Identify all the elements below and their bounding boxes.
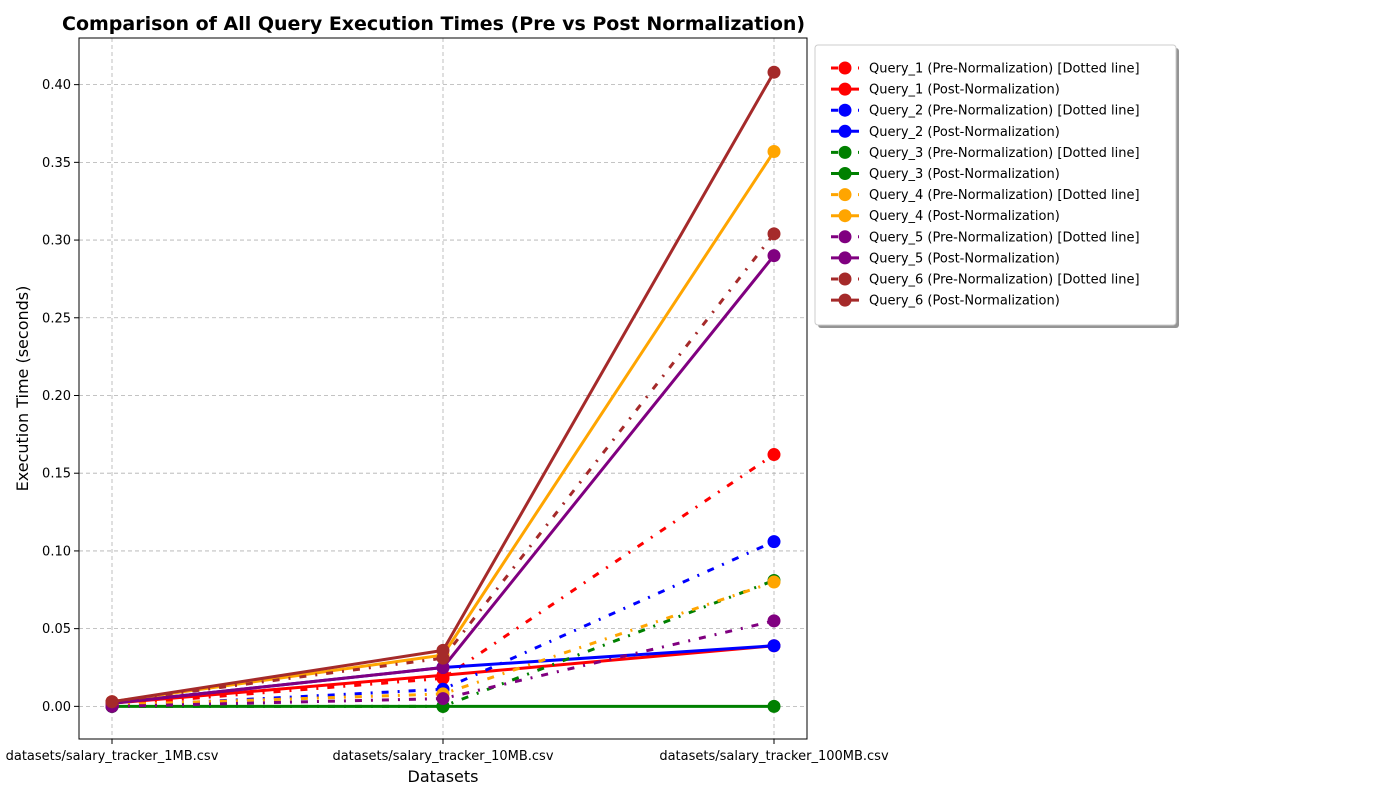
ticks-layer: 0.00 0.05 0.10 0.15 0.20 0.25 0.30 0.35 0.40 data… — [6, 78, 889, 764]
legend-label: Query_5 (Pre-Normalization) [Dotted line… — [869, 230, 1140, 245]
legend-item: Query_4 (Post-Normalization) — [831, 209, 1060, 224]
legend-marker — [838, 272, 852, 286]
legend-label: Query_4 (Pre-Normalization) [Dotted line… — [869, 188, 1140, 203]
series-line — [111, 619, 775, 708]
legend-item: Query_2 (Pre-Normalization) [Dotted line… — [831, 103, 1140, 119]
series-layer — [105, 65, 781, 713]
legend-label: Query_6 (Pre-Normalization) [Dotted line… — [869, 273, 1140, 288]
legend-item: Query_2 (Post-Normalization) — [831, 124, 1060, 140]
chart-title: Comparison of All Query Execution Times … — [62, 13, 805, 35]
x-axis-label: Datasets — [408, 767, 479, 786]
data-point — [767, 249, 781, 263]
legend: Query_1 (Pre-Normalization) [Dotted line… — [814, 44, 1179, 328]
legend-item: Query_6 (Pre-Normalization) [Dotted line… — [831, 272, 1140, 288]
data-point — [767, 448, 781, 462]
data-point — [767, 144, 781, 158]
x-tick-label: datasets/salary_tracker_1MB.csv — [6, 749, 219, 764]
legend-item: Query_5 (Pre-Normalization) [Dotted line… — [831, 230, 1140, 245]
legend-marker — [838, 124, 852, 138]
data-point — [767, 575, 781, 589]
legend-marker — [838, 145, 852, 159]
legend-item: Query_3 (Post-Normalization) — [831, 167, 1060, 182]
legend-marker — [838, 209, 852, 223]
legend-item: Query_4 (Pre-Normalization) [Dotted line… — [831, 188, 1140, 203]
y-tick-label: 0.00 — [42, 700, 71, 715]
legend-marker — [838, 82, 852, 96]
x-tick-label: datasets/salary_tracker_100MB.csv — [659, 749, 889, 764]
legend-item: Query_5 (Post-Normalization) — [831, 251, 1060, 266]
legend-box — [814, 44, 1177, 326]
y-tick-label: 0.20 — [42, 389, 71, 404]
data-point — [767, 639, 781, 653]
data-point — [767, 535, 781, 549]
legend-marker — [838, 188, 852, 202]
legend-marker — [838, 293, 852, 307]
y-axis-label: Execution Time (seconds) — [13, 286, 32, 492]
legend-label: Query_6 (Post-Normalization) — [869, 294, 1060, 309]
legend-marker — [838, 251, 852, 265]
y-tick-label: 0.15 — [42, 467, 71, 482]
y-tick-label: 0.35 — [42, 156, 71, 171]
legend-label: Query_3 (Post-Normalization) — [869, 167, 1060, 182]
data-point — [767, 614, 781, 628]
legend-label: Query_2 (Pre-Normalization) [Dotted line… — [869, 104, 1140, 119]
legend-marker — [838, 230, 852, 244]
data-point — [767, 65, 781, 79]
legend-marker — [838, 167, 852, 180]
series-12 — [105, 65, 781, 709]
legend-label: Query_3 (Pre-Normalization) [Dotted line… — [869, 146, 1140, 161]
legend-marker — [838, 61, 852, 75]
y-tick-label: 0.10 — [42, 544, 71, 559]
legend-label: Query_2 (Post-Normalization) — [869, 125, 1060, 140]
legend-label: Query_4 (Post-Normalization) — [869, 209, 1060, 224]
data-point — [436, 692, 450, 706]
legend-item: Query_6 (Post-Normalization) — [831, 293, 1060, 309]
y-tick-label: 0.05 — [42, 622, 71, 637]
legend-label: Query_5 (Post-Normalization) — [869, 251, 1060, 266]
data-point — [436, 661, 450, 674]
legend-label: Query_1 (Pre-Normalization) [Dotted line… — [869, 62, 1140, 77]
y-tick-label: 0.25 — [42, 311, 71, 326]
legend-marker — [838, 103, 852, 117]
grid-layer — [79, 38, 807, 739]
legend-item: Query_1 (Post-Normalization) — [831, 82, 1060, 98]
legend-item: Query_3 (Pre-Normalization) [Dotted line… — [831, 145, 1140, 161]
data-point — [105, 695, 119, 709]
data-point — [767, 227, 781, 241]
legend-label: Query_1 (Post-Normalization) — [869, 83, 1060, 98]
y-tick-label: 0.40 — [42, 78, 71, 93]
y-tick-label: 0.30 — [42, 234, 71, 249]
x-tick-label: datasets/salary_tracker_10MB.csv — [332, 749, 553, 764]
series-line — [111, 580, 775, 707]
legend-item: Query_1 (Pre-Normalization) [Dotted line… — [831, 61, 1140, 77]
data-point — [436, 643, 450, 657]
series-line — [111, 232, 776, 704]
data-point — [767, 699, 781, 713]
series-line — [111, 453, 775, 707]
